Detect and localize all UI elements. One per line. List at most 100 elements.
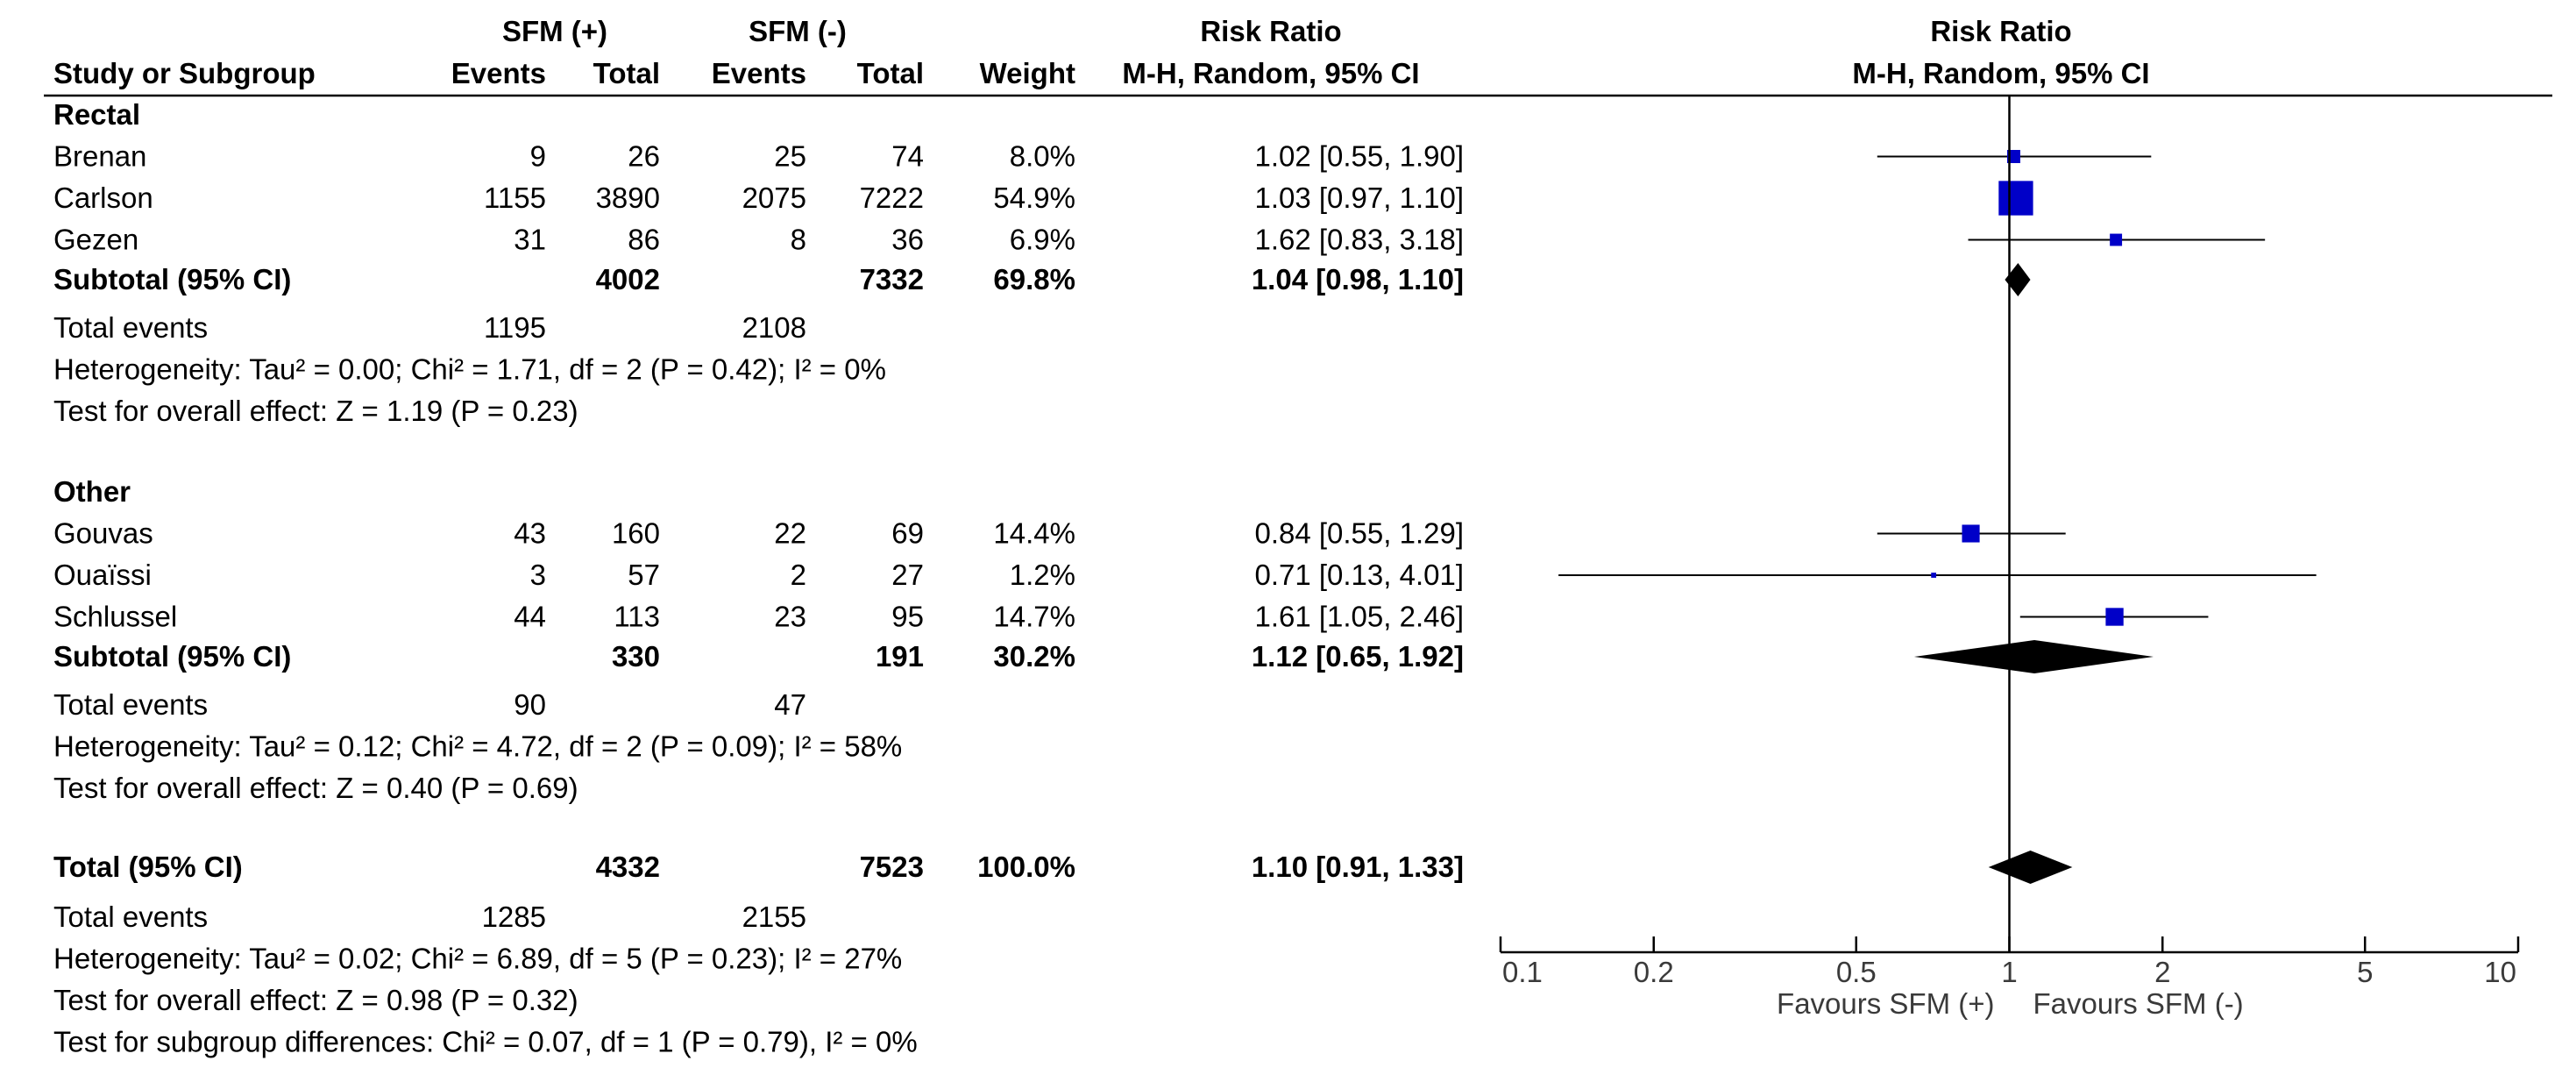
study-name: Gezen — [53, 224, 138, 256]
subtotal-total2: 7332 — [860, 263, 924, 295]
events2-cell: 23 — [774, 601, 806, 633]
overall-total-total1: 4332 — [596, 851, 660, 883]
study-name: Gouvas — [53, 517, 153, 550]
weight-cell: 14.7% — [993, 601, 1075, 633]
total-events2: 2155 — [742, 901, 806, 933]
rr-ci-cell: 1.02 [0.55, 1.90] — [1254, 140, 1464, 173]
header-weight: Weight — [980, 57, 1075, 89]
rr-ci-cell: 1.61 [1.05, 2.46] — [1254, 601, 1464, 633]
heterogeneity-text: Heterogeneity: Tau² = 0.12; Chi² = 4.72,… — [53, 730, 902, 763]
header-plot-method: M-H, Random, 95% CI — [1852, 57, 2149, 89]
total-events1: 1195 — [484, 311, 546, 344]
study-name: Brenan — [53, 140, 146, 173]
weight-cell: 14.4% — [993, 517, 1075, 550]
weight-cell: 54.9% — [993, 182, 1075, 214]
total-events2: 2108 — [742, 311, 806, 344]
events1-cell: 1155 — [484, 182, 546, 214]
events2-cell: 25 — [774, 140, 806, 173]
header-total1: Total — [593, 57, 660, 89]
study-name: Ouaïssi — [53, 559, 152, 591]
subtotal-total1: 4002 — [596, 263, 660, 295]
study-name: Carlson — [53, 182, 153, 214]
weight-cell: 1.2% — [1010, 559, 1075, 591]
point-estimate-square — [2110, 233, 2123, 246]
weight-cell: 8.0% — [1010, 140, 1075, 173]
rr-ci-cell: 0.84 [0.55, 1.29] — [1254, 517, 1464, 550]
tick-label: 1 — [2001, 956, 2017, 988]
header-group1: SFM (+) — [502, 15, 607, 47]
overall-effect-text: Test for overall effect: Z = 0.98 (P = 0… — [53, 984, 578, 1016]
total2-cell: 36 — [891, 224, 924, 256]
events1-cell: 43 — [514, 517, 546, 550]
tick-label: 2 — [2154, 956, 2170, 988]
overall-total-rr-ci: 1.10 [0.91, 1.33] — [1252, 851, 1464, 883]
rr-ci-cell: 1.03 [0.97, 1.10] — [1254, 182, 1464, 214]
point-estimate-square — [2105, 608, 2124, 626]
total2-cell: 69 — [891, 517, 924, 550]
header-plot-title: Risk Ratio — [1930, 15, 2071, 47]
subtotal-label: Subtotal (95% CI) — [53, 263, 291, 295]
overall-total-weight: 100.0% — [977, 851, 1075, 883]
events2-cell: 2 — [791, 559, 806, 591]
weight-cell: 6.9% — [1010, 224, 1075, 256]
total2-cell: 95 — [891, 601, 924, 633]
total-events1: 1285 — [482, 901, 546, 933]
overall-effect-text: Test for overall effect: Z = 1.19 (P = 0… — [53, 395, 578, 427]
subtotal-diamond — [2005, 263, 2031, 296]
overall-total-diamond — [1988, 851, 2073, 884]
total-events1: 90 — [514, 688, 546, 721]
header-events1: Events — [451, 57, 546, 89]
total1-cell: 26 — [628, 140, 660, 173]
subtotal-total1: 330 — [612, 640, 660, 673]
header-events2: Events — [712, 57, 806, 89]
subgroup-difference-text: Test for subgroup differences: Chi² = 0.… — [53, 1026, 918, 1058]
tick-label: 0.1 — [1502, 956, 1543, 988]
point-estimate-square — [1998, 181, 2033, 216]
subgroup-heading: Other — [53, 475, 131, 508]
subtotal-total2: 191 — [876, 640, 924, 673]
events2-cell: 2075 — [742, 182, 806, 214]
events1-cell: 44 — [514, 601, 546, 633]
events1-cell: 3 — [530, 559, 546, 591]
events2-cell: 8 — [791, 224, 806, 256]
total1-cell: 3890 — [596, 182, 660, 214]
events1-cell: 9 — [530, 140, 546, 173]
total-events-label: Total events — [53, 311, 208, 344]
rr-ci-cell: 0.71 [0.13, 4.01] — [1254, 559, 1464, 591]
header-study: Study or Subgroup — [53, 57, 316, 89]
header-group2: SFM (-) — [749, 15, 847, 47]
subtotal-diamond — [1913, 640, 2154, 673]
subtotal-weight: 69.8% — [993, 263, 1075, 295]
total1-cell: 86 — [628, 224, 660, 256]
heterogeneity-text: Heterogeneity: Tau² = 0.02; Chi² = 6.89,… — [53, 943, 902, 975]
total1-cell: 160 — [612, 517, 660, 550]
total2-cell: 7222 — [860, 182, 924, 214]
header-total2: Total — [857, 57, 924, 89]
overall-effect-text: Test for overall effect: Z = 0.40 (P = 0… — [53, 772, 578, 804]
favours-right-label: Favours SFM (-) — [2033, 987, 2244, 1020]
total-events-label: Total events — [53, 901, 208, 933]
tick-label: 5 — [2357, 956, 2373, 988]
total2-cell: 27 — [891, 559, 924, 591]
point-estimate-square — [1931, 573, 1937, 578]
subtotal-rr-ci: 1.12 [0.65, 1.92] — [1252, 640, 1464, 673]
total2-cell: 74 — [891, 140, 924, 173]
total1-cell: 113 — [614, 601, 660, 633]
subgroup-heading: Rectal — [53, 98, 140, 131]
subtotal-rr-ci: 1.04 [0.98, 1.10] — [1252, 263, 1464, 295]
header-rr-method: M-H, Random, 95% CI — [1122, 57, 1419, 89]
subtotal-label: Subtotal (95% CI) — [53, 640, 291, 673]
tick-label: 10 — [2484, 956, 2516, 988]
events2-cell: 22 — [774, 517, 806, 550]
header-risk-ratio: Risk Ratio — [1200, 15, 1341, 47]
rr-ci-cell: 1.62 [0.83, 3.18] — [1254, 224, 1464, 256]
heterogeneity-text: Heterogeneity: Tau² = 0.00; Chi² = 1.71,… — [53, 353, 886, 386]
overall-total-total2: 7523 — [860, 851, 924, 883]
total-events2: 47 — [774, 688, 806, 721]
study-name: Schlussel — [53, 601, 177, 633]
tick-label: 0.5 — [1836, 956, 1877, 988]
subtotal-weight: 30.2% — [993, 640, 1075, 673]
tick-label: 0.2 — [1634, 956, 1674, 988]
events1-cell: 31 — [514, 224, 546, 256]
